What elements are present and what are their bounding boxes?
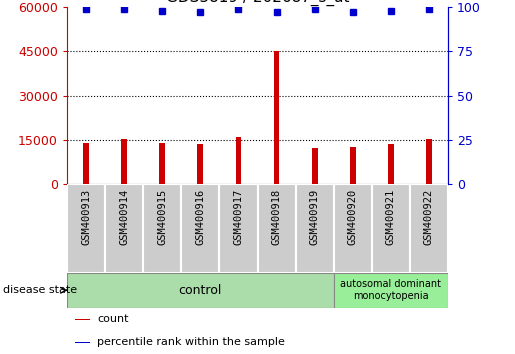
Text: GSM400917: GSM400917 <box>233 188 244 245</box>
Text: GSM400921: GSM400921 <box>386 188 396 245</box>
Text: GSM400914: GSM400914 <box>119 188 129 245</box>
Bar <box>75 342 90 343</box>
Bar <box>67 184 105 273</box>
Text: GSM400918: GSM400918 <box>271 188 282 245</box>
Bar <box>67 273 334 308</box>
Bar <box>219 184 258 273</box>
Bar <box>143 184 181 273</box>
Bar <box>235 137 242 184</box>
Bar <box>159 143 165 184</box>
Bar <box>197 144 203 184</box>
Text: GSM400916: GSM400916 <box>195 188 205 245</box>
Text: GSM400915: GSM400915 <box>157 188 167 245</box>
Text: autosomal dominant
monocytopenia: autosomal dominant monocytopenia <box>340 279 441 301</box>
Text: control: control <box>179 284 222 297</box>
Bar <box>350 147 356 184</box>
Bar <box>410 184 448 273</box>
Text: GSM400920: GSM400920 <box>348 188 358 245</box>
Bar <box>372 184 410 273</box>
Text: disease state: disease state <box>3 285 77 295</box>
Bar <box>334 184 372 273</box>
Text: count: count <box>97 314 129 325</box>
Bar <box>258 184 296 273</box>
Bar <box>105 184 143 273</box>
Bar <box>312 148 318 184</box>
Bar <box>296 184 334 273</box>
Bar <box>75 319 90 320</box>
Bar <box>121 139 127 184</box>
Text: GSM400913: GSM400913 <box>81 188 91 245</box>
Title: GDS3819 / 202687_s_at: GDS3819 / 202687_s_at <box>166 0 349 6</box>
Bar <box>83 143 89 184</box>
Bar <box>388 144 394 184</box>
Bar <box>426 139 432 184</box>
Text: GSM400919: GSM400919 <box>310 188 320 245</box>
Bar <box>181 184 219 273</box>
Bar <box>334 273 448 308</box>
Bar <box>273 51 280 184</box>
Text: GSM400922: GSM400922 <box>424 188 434 245</box>
Text: percentile rank within the sample: percentile rank within the sample <box>97 337 285 348</box>
